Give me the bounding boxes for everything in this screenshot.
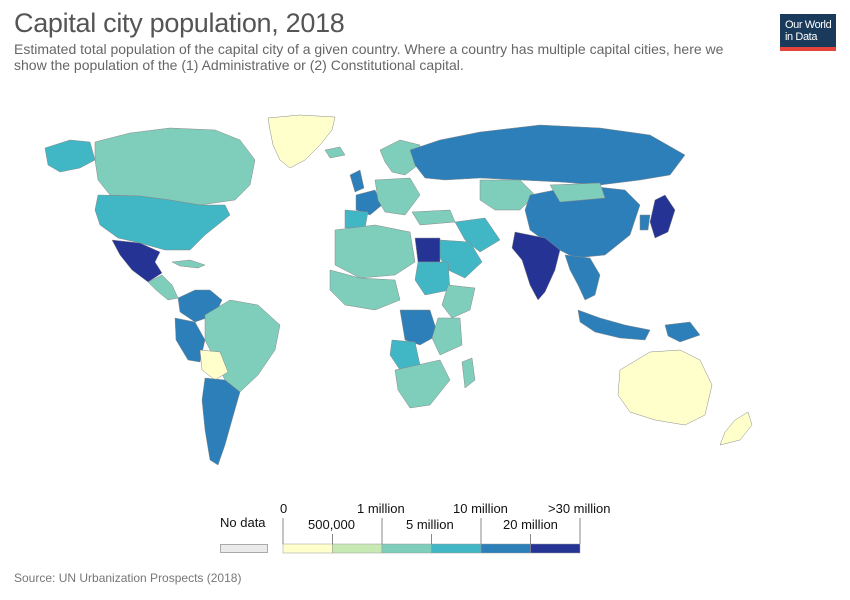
region-bolivia [199, 349, 229, 381]
region-scandinavia [379, 139, 421, 176]
region-new-guinea [664, 321, 701, 343]
legend-bin-0 [282, 543, 333, 554]
region-iceland [324, 146, 346, 159]
legend-tick-500k: 500,000 [308, 517, 355, 532]
source-note: Source: UN Urbanization Prospects (2018) [14, 571, 242, 585]
page-subtitle: Estimated total population of the capita… [14, 41, 724, 73]
legend-no-data-swatch [220, 544, 268, 553]
region-west-africa [329, 269, 401, 311]
region-peru [174, 317, 206, 363]
region-mongolia [549, 182, 606, 203]
world-map [44, 114, 753, 466]
region-horn-africa [441, 284, 476, 319]
legend-bin-1 [332, 543, 383, 554]
region-central-europe [374, 177, 421, 216]
region-russia [409, 124, 686, 186]
region-usa [94, 194, 231, 251]
region-east-africa [431, 317, 463, 356]
region-china [524, 184, 641, 259]
legend-tick-20-million: 20 million [503, 517, 558, 532]
legend-tick-0: 0 [280, 501, 288, 516]
region-southern-africa [394, 359, 451, 409]
legend-tick-30-million: >30 million [548, 501, 611, 516]
region-india [511, 231, 561, 301]
region-iran [454, 217, 501, 253]
region-korea [639, 214, 651, 231]
region-indonesia [577, 309, 651, 341]
owid-logo[interactable]: Our World in Data [780, 14, 836, 51]
logo-line-1: Our World [785, 19, 832, 31]
region-france [355, 189, 383, 216]
region-alaska [44, 139, 96, 173]
region-australia [617, 349, 713, 426]
legend-bin-5 [530, 543, 581, 554]
legend-no-data-label: No data [220, 515, 266, 530]
page-title: Capital city population, 2018 [14, 8, 345, 38]
region-kazakhstan [479, 179, 536, 211]
region-sudan [414, 261, 451, 296]
legend-tick-5-million: 5 million [406, 517, 454, 532]
region-greenland [267, 114, 336, 169]
legend-tick-1-million: 1 million [357, 501, 405, 516]
region-madagascar [461, 357, 476, 389]
region-se-asia [564, 254, 601, 301]
legend-tick-10-million: 10 million [453, 501, 508, 516]
region-north-africa [334, 224, 416, 279]
region-caribbean [171, 259, 206, 269]
legend-bin-2 [381, 543, 432, 554]
legend-bin-4 [480, 543, 531, 554]
region-canada [94, 127, 256, 206]
region-mexico [111, 239, 163, 283]
region-dr-congo [399, 309, 439, 346]
region-new-zealand [719, 411, 753, 446]
region-japan [649, 194, 676, 239]
legend-bin-3 [431, 543, 482, 554]
region-uk [349, 169, 365, 193]
region-argentina [201, 377, 241, 466]
logo-line-2: in Data [785, 31, 818, 43]
